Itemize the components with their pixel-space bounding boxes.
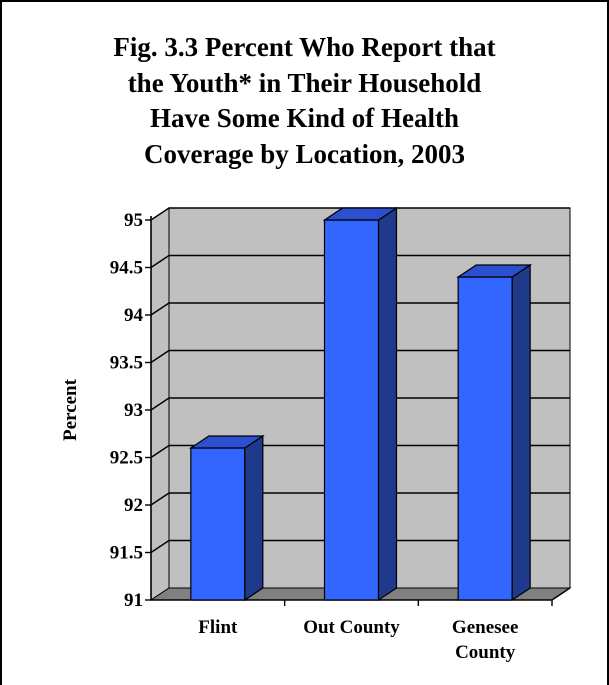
bar	[457, 276, 513, 601]
x-category-label: Out County	[303, 617, 400, 638]
chart-title: Fig. 3.3 Percent Who Report that the You…	[113, 32, 496, 169]
x-category-label: Flint	[198, 617, 238, 638]
bar-top	[456, 264, 533, 278]
y-tick-label: 94	[124, 305, 144, 326]
gridline	[150, 207, 570, 221]
gridline	[150, 492, 570, 506]
floor-edge	[551, 587, 571, 601]
y-tick-label: 93	[124, 400, 143, 421]
bar-side	[244, 434, 264, 602]
y-tick-label: 93.5	[110, 353, 143, 374]
bar-side	[377, 206, 398, 602]
bar-side	[511, 263, 531, 602]
y-tick-label: 92	[124, 495, 143, 516]
y-tick-label: 91	[124, 590, 143, 611]
y-tick-label: 92.5	[110, 448, 143, 469]
bar	[190, 447, 246, 601]
gridline	[150, 254, 570, 269]
bar-top	[322, 207, 399, 221]
gridline	[150, 302, 570, 316]
bar	[323, 219, 380, 601]
gridline	[150, 444, 570, 459]
y-tick-label: 91.5	[110, 543, 143, 564]
gridline	[150, 349, 570, 364]
y-axis-label: Percent	[60, 378, 81, 441]
x-category-label: Genesee County	[452, 617, 518, 663]
y-tick-label: 94.5	[110, 258, 143, 279]
gridline	[150, 397, 570, 411]
y-tick-label: 95	[124, 210, 143, 231]
gridline	[150, 539, 570, 554]
bar-top	[188, 435, 265, 449]
